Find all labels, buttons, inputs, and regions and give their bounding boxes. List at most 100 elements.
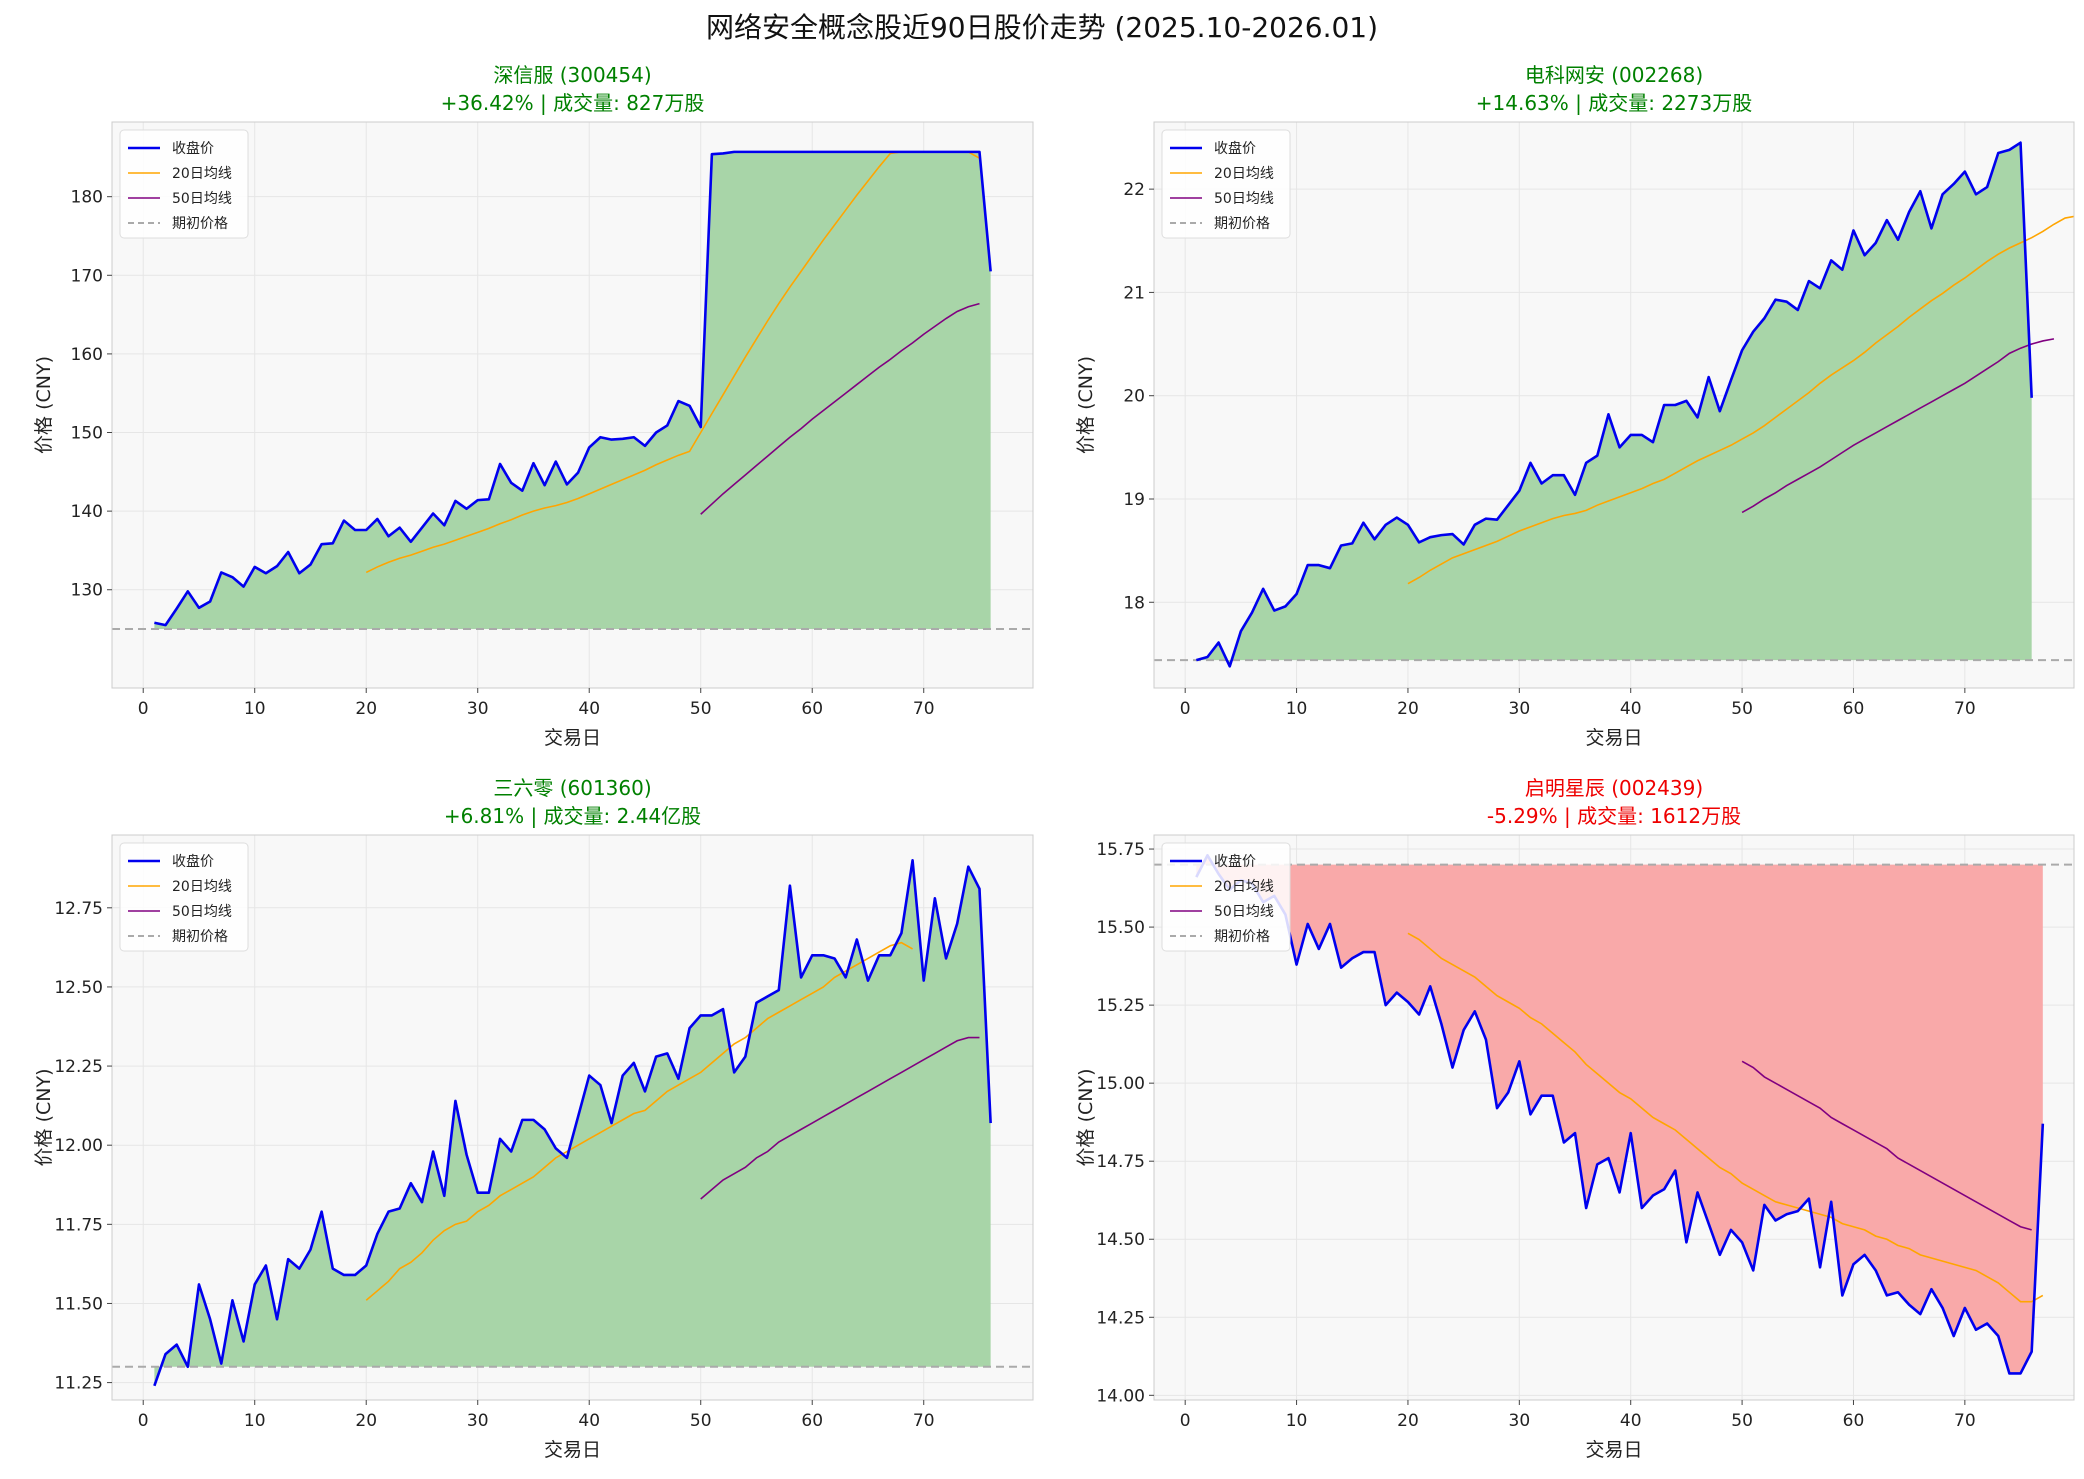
ma50-line	[700, 1036, 980, 1200]
x-tick-label: 60	[1843, 699, 1865, 719]
ma50-line	[1741, 1060, 2032, 1231]
subplot-4: 0 10 20 30 40 50 60 70 14.00 14.25 14.50 14.75 15.00…	[1075, 776, 2075, 1461]
y-tick-label: 160	[71, 345, 103, 365]
y-tick-label: 130	[71, 581, 103, 601]
x-tick-label: 40	[578, 1411, 600, 1431]
subplot-1: 0 10 20 30 40 50 60 70 130 140 150 160 170 180 交易日 价格 (…	[33, 63, 1034, 749]
legend-close-label: 收盘价	[1214, 853, 1256, 870]
y-tick-label: 12.50	[54, 978, 103, 998]
subplot-title: 三六零 (601360)	[493, 776, 651, 800]
area-fill	[154, 151, 991, 630]
x-tick-label: 20	[355, 1411, 377, 1431]
plot-content	[1154, 141, 2074, 668]
y-tick-label: 14.00	[1096, 1386, 1145, 1406]
legend-box	[119, 129, 249, 239]
x-tick-label: 0	[138, 1411, 149, 1431]
x-tick-label: 40	[1620, 1411, 1642, 1431]
y-tick-label: 15.50	[1096, 918, 1145, 938]
ma20-line	[1407, 215, 2074, 585]
x-tick-label: 20	[1397, 1411, 1419, 1431]
y-tick-label: 18	[1123, 593, 1145, 613]
x-tick-label: 0	[1180, 1411, 1191, 1431]
y-axis-label: 价格 (CNY)	[1075, 356, 1097, 454]
x-tick-label: 30	[1509, 1411, 1531, 1431]
x-tick-label: 10	[1286, 699, 1308, 719]
ma50-line	[700, 302, 980, 515]
x-tick-label: 10	[244, 699, 266, 719]
ma20-line	[365, 941, 913, 1301]
subplot-3: 0 10 20 30 40 50 60 70 11.25 11.50 11.75 12.00 12.25…	[33, 776, 1034, 1461]
legend-start-label: 期初价格	[1214, 215, 1270, 232]
y-axis-label: 价格 (CNY)	[33, 1069, 55, 1167]
legend-close-label: 收盘价	[172, 140, 214, 157]
y-axis-label: 价格 (CNY)	[1075, 1069, 1097, 1167]
legend-ma20-label: 20日均线	[172, 166, 232, 182]
x-tick-label: 0	[1180, 699, 1191, 719]
legend-close-label: 收盘价	[1214, 140, 1256, 157]
y-tick-label: 15.75	[1096, 840, 1145, 860]
x-tick-label: 50	[1731, 1411, 1753, 1431]
legend-ma20-label: 20日均线	[1214, 166, 1274, 182]
axes-frame	[1153, 834, 2075, 1401]
y-tick-label: 12.00	[54, 1136, 103, 1156]
plot-content	[1154, 853, 2074, 1375]
x-tick-label: 60	[801, 1411, 823, 1431]
x-tick-label: 60	[801, 699, 823, 719]
x-tick-label: 40	[1620, 699, 1642, 719]
subplot-title: 电科网安 (002268)	[1525, 63, 1703, 87]
legend-ma50-label: 50日均线	[172, 191, 232, 207]
close-line	[154, 150, 992, 627]
axes-frame	[111, 834, 1034, 1401]
y-tick-label: 11.50	[54, 1294, 103, 1314]
legend-ma20-label: 20日均线	[172, 879, 232, 895]
y-tick-label: 14.75	[1096, 1152, 1145, 1172]
legend-start-label: 期初价格	[172, 928, 228, 945]
subplot-subtitle: +6.81% | 成交量: 2.44亿股	[444, 804, 701, 828]
y-tick-label: 140	[71, 502, 103, 522]
close-line	[1195, 853, 2045, 1375]
legend-close-label: 收盘价	[172, 853, 214, 870]
plot-content	[112, 150, 1033, 631]
x-axis-label: 交易日	[1585, 727, 1642, 749]
y-tick-label: 15.25	[1096, 996, 1145, 1016]
axes-frame	[1153, 121, 2075, 689]
y-tick-label: 11.25	[54, 1374, 103, 1394]
x-axis-label: 交易日	[544, 1439, 601, 1461]
x-tick-label: 50	[1731, 699, 1753, 719]
y-tick-label: 20	[1123, 387, 1145, 407]
subplot-subtitle: -5.29% | 成交量: 1612万股	[1487, 804, 1741, 828]
subplot-title: 启明星辰 (002439)	[1525, 776, 1703, 800]
x-tick-label: 70	[1954, 1411, 1976, 1431]
y-tick-label: 150	[71, 424, 103, 444]
x-tick-label: 70	[913, 699, 935, 719]
x-tick-label: 60	[1843, 1411, 1865, 1431]
legend-box	[119, 842, 249, 952]
legend-ma50-label: 50日均线	[1214, 904, 1274, 920]
y-tick-label: 11.75	[54, 1215, 103, 1235]
x-tick-label: 0	[138, 699, 149, 719]
x-axis-label: 交易日	[544, 727, 601, 749]
plot-content	[112, 859, 1033, 1387]
area-fill	[154, 860, 991, 1386]
subplot-subtitle: +36.42% | 成交量: 827万股	[441, 91, 705, 115]
figure-title: 网络安全概念股近90日股价走势 (2025.10-2026.01)	[705, 11, 1379, 44]
legend-box	[1161, 129, 1291, 239]
ma20-line	[365, 151, 980, 574]
x-tick-label: 20	[355, 699, 377, 719]
subplot-2: 0 10 20 30 40 50 60 70 18 19 20 21 22 交易日 价格 (CNY) 电科网安…	[1075, 63, 2075, 749]
x-tick-label: 50	[690, 1411, 712, 1431]
ma50-line	[1741, 338, 2055, 514]
x-tick-label: 10	[1286, 1411, 1308, 1431]
y-tick-label: 19	[1123, 490, 1145, 510]
ma20-line	[1407, 932, 2044, 1303]
legend-ma20-label: 20日均线	[1214, 879, 1274, 895]
x-tick-label: 30	[467, 699, 489, 719]
y-tick-label: 21	[1123, 283, 1145, 303]
axes-frame	[111, 121, 1034, 689]
y-tick-label: 12.75	[54, 899, 103, 919]
